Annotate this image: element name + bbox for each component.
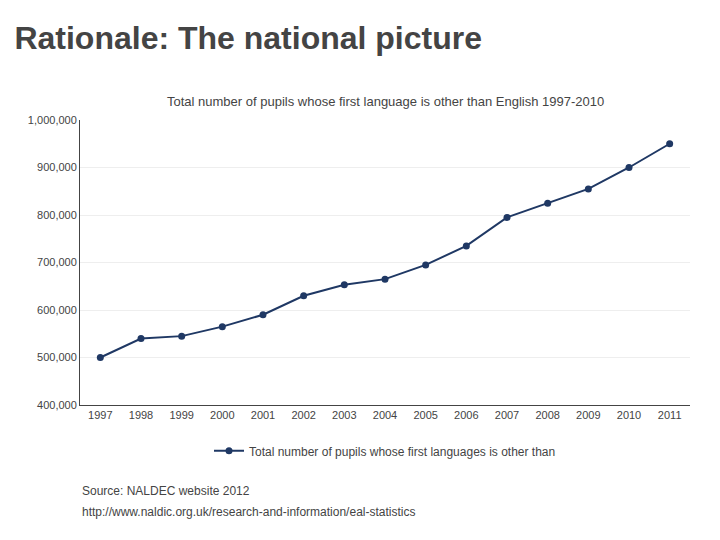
svg-text:2009: 2009 — [576, 409, 600, 421]
svg-text:http://www.naldic.org.uk/resea: http://www.naldic.org.uk/research-and-in… — [82, 505, 415, 519]
svg-text:Source: NALDEC website 2012: Source: NALDEC website 2012 — [82, 484, 250, 498]
svg-text:Rationale: The national pictur: Rationale: The national picture — [14, 20, 482, 56]
svg-text:2006: 2006 — [454, 409, 478, 421]
svg-text:1997: 1997 — [88, 409, 112, 421]
svg-text:1999: 1999 — [169, 409, 193, 421]
svg-text:2001: 2001 — [251, 409, 275, 421]
svg-text:500,000: 500,000 — [37, 351, 77, 363]
svg-text:700,000: 700,000 — [37, 256, 77, 268]
svg-text:2000: 2000 — [210, 409, 234, 421]
svg-text:2005: 2005 — [413, 409, 437, 421]
svg-text:2011: 2011 — [658, 409, 682, 421]
svg-text:1998: 1998 — [129, 409, 153, 421]
svg-text:600,000: 600,000 — [37, 304, 77, 316]
svg-text:1,000,000: 1,000,000 — [28, 114, 77, 126]
svg-text:2007: 2007 — [495, 409, 519, 421]
svg-text:2008: 2008 — [535, 409, 559, 421]
svg-text:Total number of pupils whose f: Total number of pupils whose first langu… — [167, 94, 604, 109]
svg-text:2003: 2003 — [332, 409, 356, 421]
svg-text:900,000: 900,000 — [37, 161, 77, 173]
svg-text:400,000: 400,000 — [37, 399, 77, 411]
svg-text:2004: 2004 — [373, 409, 397, 421]
svg-text:2002: 2002 — [291, 409, 315, 421]
svg-text:2010: 2010 — [617, 409, 641, 421]
svg-text:800,000: 800,000 — [37, 209, 77, 221]
svg-text:Total number of pupils whose f: Total number of pupils whose first langu… — [249, 445, 555, 459]
